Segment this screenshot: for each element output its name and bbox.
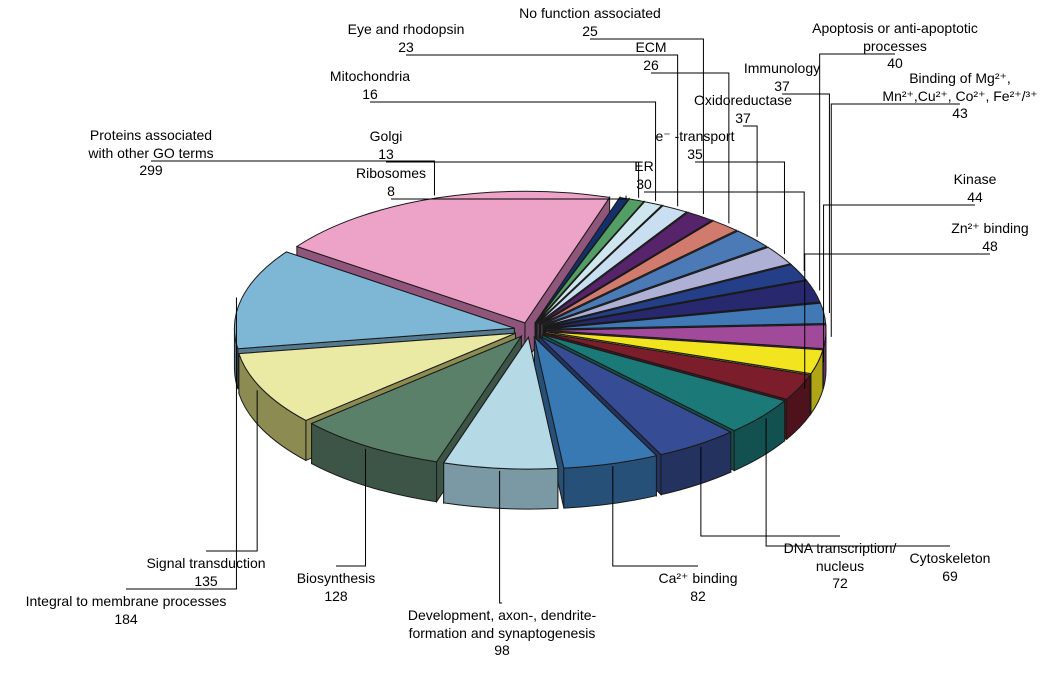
label-value-dna: 72 <box>832 575 848 591</box>
label-value-zn: 48 <box>982 238 998 254</box>
label-value-er: 30 <box>636 176 652 192</box>
label-text-mg_binding: Binding of Mg²⁺, Mn²⁺,Cu²⁺, Co²⁺, Fe²⁺/³… <box>882 70 1037 104</box>
label-er: ER 30 <box>614 158 674 193</box>
label-value-ecm: 26 <box>643 57 659 73</box>
label-zn: Zn²⁺ binding 48 <box>940 220 1040 255</box>
label-mg_binding: Binding of Mg²⁺, Mn²⁺,Cu²⁺, Co²⁺, Fe²⁺/³… <box>880 70 1040 123</box>
label-text-nofunc: No function associated <box>519 5 661 21</box>
label-oxido: Oxidoreductase 37 <box>678 92 808 127</box>
label-value-other_go: 299 <box>139 162 162 178</box>
label-ecm: ECM 26 <box>616 39 686 74</box>
label-value-ribosomes: 8 <box>387 183 395 199</box>
label-value-membrane: 184 <box>114 611 137 627</box>
label-value-mg_binding: 43 <box>952 105 968 121</box>
label-text-ribosomes: Ribosomes <box>356 165 426 181</box>
label-value-nofunc: 25 <box>582 23 598 39</box>
label-text-etrans: e⁻ -transport <box>656 128 735 144</box>
label-text-signal: Signal transduction <box>146 555 265 571</box>
label-kinase: Kinase 44 <box>930 171 1020 206</box>
label-text-dev: Development, axon-, dendrite- formation … <box>408 607 596 641</box>
label-dev: Development, axon-, dendrite- formation … <box>372 607 632 660</box>
label-text-ecm: ECM <box>635 39 666 55</box>
label-text-biosynthesis: Biosynthesis <box>297 570 376 586</box>
label-value-dev: 98 <box>494 642 510 658</box>
label-immunology: Immunology 37 <box>722 60 842 95</box>
label-other_go: Proteins associated with other GO terms … <box>56 127 246 180</box>
label-biosynthesis: Biosynthesis 128 <box>276 570 396 605</box>
label-value-cytoskeleton: 69 <box>942 568 958 584</box>
label-ribosomes: Ribosomes 8 <box>336 165 446 200</box>
label-eye: Eye and rhodopsin 23 <box>326 21 486 56</box>
label-value-biosynthesis: 128 <box>324 588 347 604</box>
label-value-signal: 135 <box>194 573 217 589</box>
label-dna: DNA transcription/ nucleus 72 <box>760 540 920 593</box>
label-nofunc: No function associated 25 <box>490 5 690 40</box>
label-membrane: Integral to membrane processes 184 <box>0 593 256 628</box>
label-text-apoptosis: Apoptosis or anti-apoptotic processes <box>812 20 978 54</box>
label-value-eye: 23 <box>398 39 414 55</box>
label-value-oxido: 37 <box>735 110 751 126</box>
label-text-other_go: Proteins associated with other GO terms <box>88 127 213 161</box>
label-text-golgi: Golgi <box>370 128 403 144</box>
label-value-ca: 82 <box>690 588 706 604</box>
label-text-immunology: Immunology <box>744 60 820 76</box>
label-text-er: ER <box>634 158 653 174</box>
label-text-kinase: Kinase <box>954 171 997 187</box>
label-value-golgi: 13 <box>378 146 394 162</box>
label-text-oxido: Oxidoreductase <box>694 92 792 108</box>
label-ca: Ca²⁺ binding 82 <box>638 570 758 605</box>
label-value-etrans: 35 <box>687 146 703 162</box>
label-text-dna: DNA transcription/ nucleus <box>784 540 897 574</box>
label-value-mito: 16 <box>362 86 378 102</box>
label-golgi: Golgi 13 <box>346 128 426 163</box>
label-signal: Signal transduction 135 <box>126 555 286 590</box>
label-text-zn: Zn²⁺ binding <box>951 220 1028 236</box>
label-value-kinase: 44 <box>967 189 983 205</box>
label-text-ca: Ca²⁺ binding <box>659 570 738 586</box>
label-value-apoptosis: 40 <box>887 55 903 71</box>
label-text-eye: Eye and rhodopsin <box>348 21 465 37</box>
label-text-membrane: Integral to membrane processes <box>26 593 227 609</box>
label-text-mito: Mitochondria <box>330 68 410 84</box>
label-text-cytoskeleton: Cytoskeleton <box>910 550 991 566</box>
label-mito: Mitochondria 16 <box>310 68 430 103</box>
